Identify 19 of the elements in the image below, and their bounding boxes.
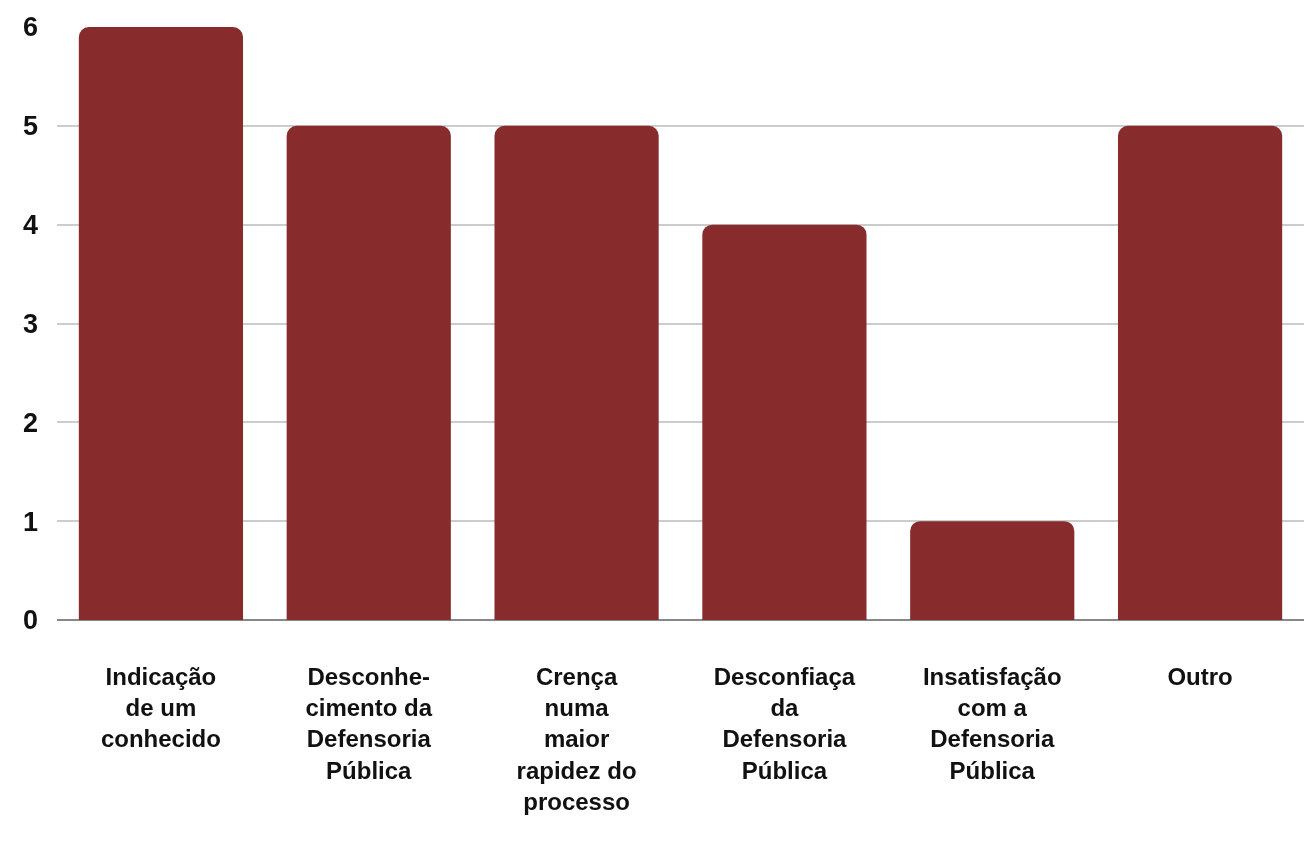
- y-tick-label: 3: [22, 308, 38, 339]
- x-tick-label: Insatisfação com a Defensoria Pública: [922, 663, 1062, 784]
- bar: [702, 224, 867, 620]
- x-tick-label: Outro: [1167, 663, 1233, 690]
- y-tick-label: 0: [22, 605, 38, 636]
- x-tick-label: Desconfiaça da Defensoria Pública: [713, 663, 856, 784]
- y-tick-label: 5: [22, 111, 38, 142]
- y-tick-label: 6: [22, 12, 38, 43]
- bar: [1117, 125, 1283, 620]
- bar: [910, 521, 1075, 620]
- bar: [494, 125, 659, 620]
- y-tick-label: 4: [22, 210, 38, 241]
- bar: [78, 27, 244, 620]
- bar: [286, 125, 451, 620]
- x-tick-label: Crença numa maior rapidez do processo: [516, 663, 637, 815]
- x-tick-label: Indicação de um conhecido: [100, 663, 221, 753]
- y-tick-label: 2: [22, 407, 38, 438]
- y-tick-label: 1: [22, 506, 38, 537]
- x-tick-label: Desconhe- cimento da Defensoria Pública: [305, 663, 433, 784]
